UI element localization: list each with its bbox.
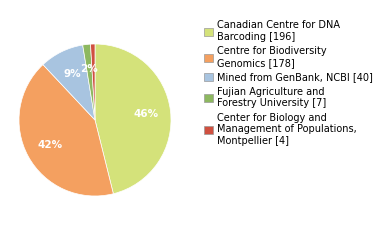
Text: 42%: 42% [37, 140, 62, 150]
Legend: Canadian Centre for DNA
Barcoding [196], Centre for Biodiversity
Genomics [178],: Canadian Centre for DNA Barcoding [196],… [204, 20, 373, 146]
Wedge shape [43, 45, 95, 120]
Text: 9%: 9% [63, 69, 81, 79]
Wedge shape [83, 44, 95, 120]
Text: 46%: 46% [134, 109, 159, 119]
Text: 2%: 2% [81, 64, 98, 74]
Wedge shape [95, 44, 171, 194]
Wedge shape [90, 44, 95, 120]
Wedge shape [19, 65, 113, 196]
